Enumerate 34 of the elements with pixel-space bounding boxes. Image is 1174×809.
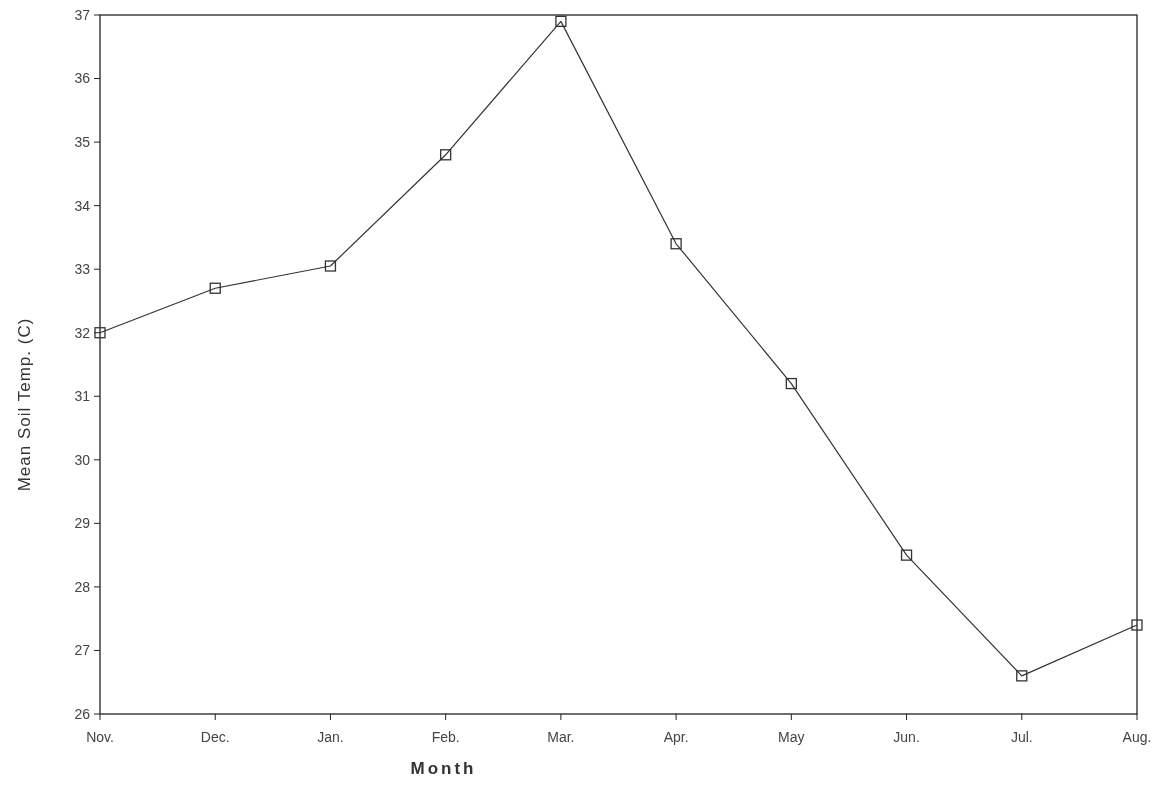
x-tick-label: Apr. [663, 729, 689, 745]
point [785, 377, 797, 390]
point [1016, 670, 1028, 682]
y-tick-label: 28 [74, 578, 91, 595]
y-tick-label: 37 [74, 6, 91, 23]
y-tick-label: 31 [74, 388, 91, 405]
point [900, 549, 913, 561]
y-tick-label: 33 [74, 261, 91, 278]
x-tick-label: Mar. [547, 729, 575, 745]
point [555, 15, 567, 27]
x-tick-label: Feb. [431, 729, 460, 745]
point [94, 327, 106, 339]
y-tick-label: 35 [74, 133, 91, 150]
y-axis-title: Mean Soil Temp. (C) [15, 317, 34, 492]
y-tick-label: 34 [74, 197, 91, 214]
y-tick-label: 30 [74, 451, 91, 468]
point [209, 282, 221, 294]
y-tick-label: 26 [74, 705, 91, 722]
x-tick-label: Jun. [893, 729, 920, 745]
y-tick-label: 36 [74, 70, 91, 87]
x-tick-label: Jul. [1010, 729, 1033, 745]
point [324, 260, 337, 272]
point [670, 238, 682, 250]
x-tick-label: Dec. [200, 729, 230, 745]
x-tick-label: Aug. [1122, 729, 1152, 745]
x-axis-title: Month [410, 759, 477, 778]
y-tick-label: 29 [74, 515, 91, 532]
x-tick-label: Nov. [86, 729, 114, 745]
x-tick-label: May [778, 729, 805, 745]
point [440, 149, 452, 161]
y-tick-label: 32 [74, 324, 91, 341]
y-tick-label: 27 [74, 642, 91, 659]
point [1131, 619, 1143, 631]
x-tick-label: Jan. [317, 729, 344, 745]
